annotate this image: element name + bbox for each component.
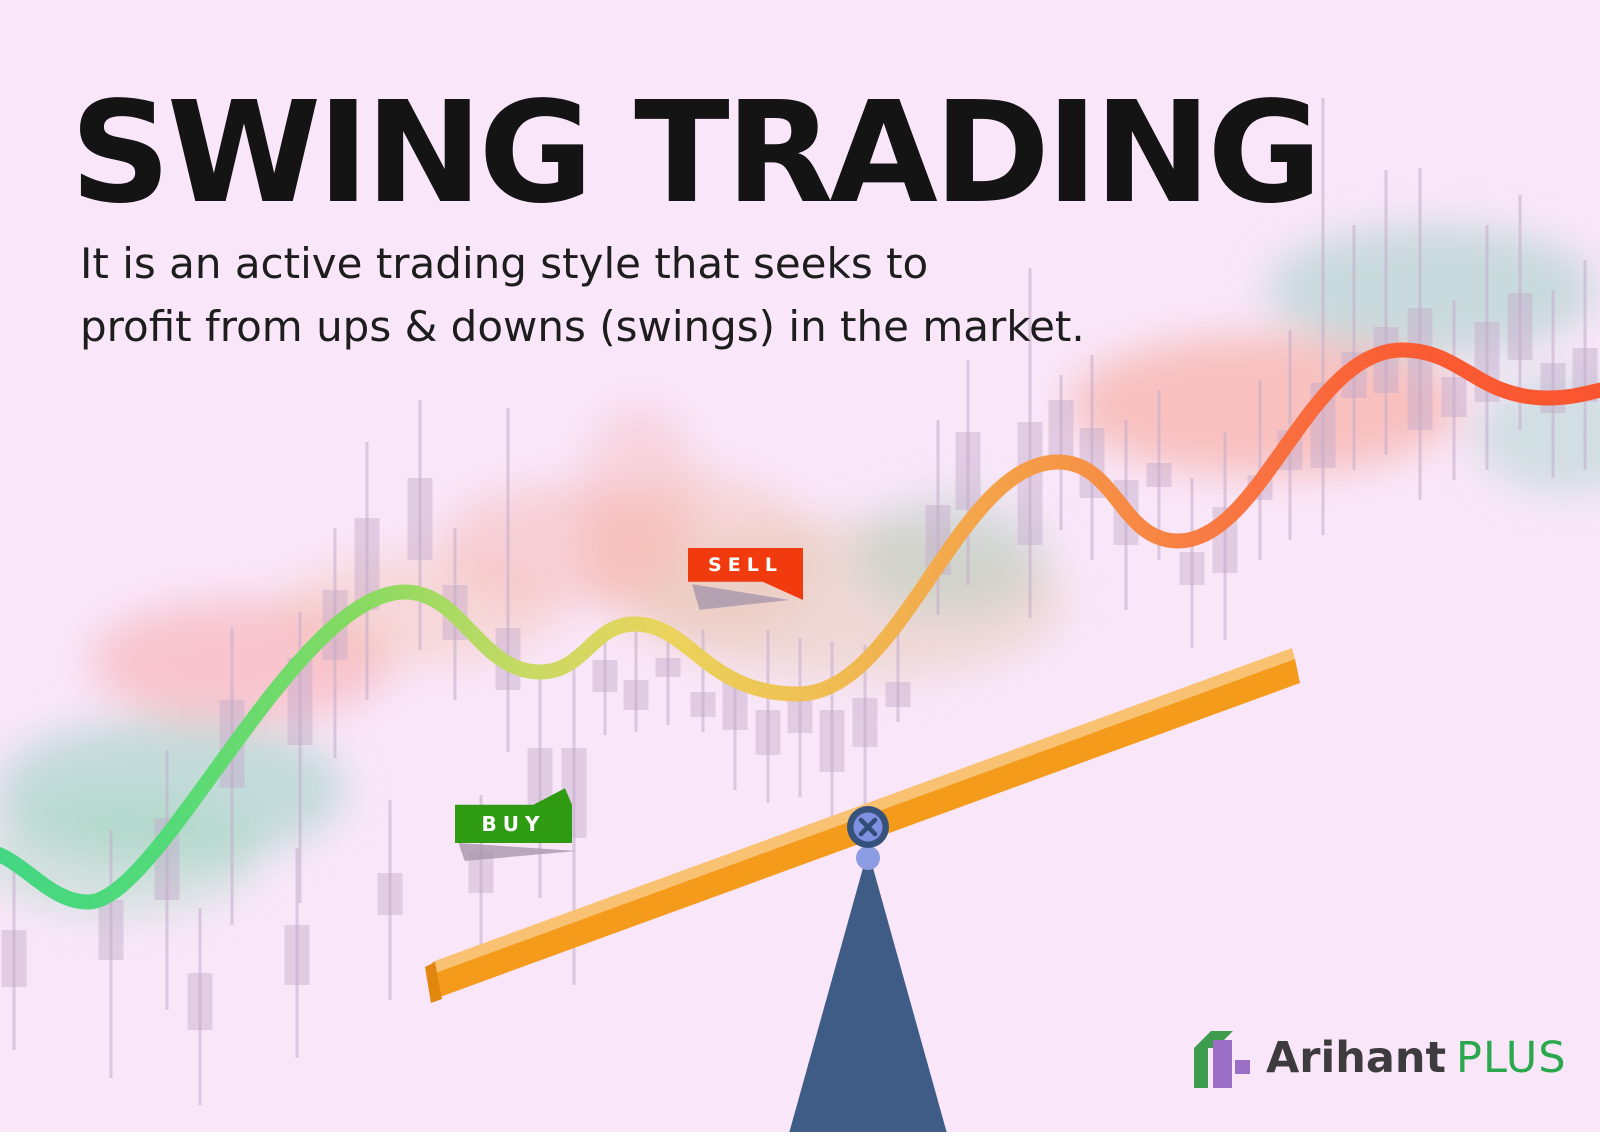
candle-body [819,710,845,772]
subtitle-line-2: profit from ups & downs (swings) in the … [80,302,1085,351]
candle-body [1179,552,1205,585]
candle-body [852,698,878,747]
candle-body [377,873,403,915]
candle-body [755,710,781,755]
page-title: SWING TRADING [70,72,1322,235]
candle-body [592,660,618,692]
sell-flag-label: SELL [708,554,783,576]
candle-body [690,692,716,717]
candle-body [1407,308,1433,430]
glow-blob [1475,377,1600,493]
candle-body [98,900,124,960]
fulcrum-triangle [788,850,948,1137]
candle-body [284,925,310,985]
candle-body [955,432,981,510]
arihant-logo-icon [1194,1031,1250,1088]
candle-body [1507,293,1533,360]
candle-body [1048,400,1074,460]
plank-end-cap [425,962,442,1003]
candle-body [885,682,911,707]
candle-body [1146,463,1172,487]
candle-body [407,478,433,560]
candle-body [655,658,681,677]
candle-body [187,973,213,1030]
seesaw-balance [425,648,1300,1137]
candle-body [623,680,649,710]
glow-blob [1267,225,1597,355]
glow-blob [0,795,260,915]
brand-logo: Arihant PLUS [1192,1026,1567,1090]
trend-wave-line [0,342,1600,910]
pivot-glow [856,846,880,870]
candle-body [1017,422,1043,545]
bottom-border-strip [0,1132,1600,1137]
subtitle-line-1: It is an active trading style that seeks… [80,239,929,288]
brand-name: Arihant [1266,1033,1447,1083]
pivot-cross-icon [858,817,878,837]
brand-suffix: PLUS [1456,1033,1567,1083]
candle-body [1,930,27,987]
candle-body [1441,377,1467,417]
buy-flag-label: BUY [481,812,546,836]
trend-wave-layer [0,342,1600,910]
candle-body [1540,363,1566,413]
subtitle: It is an active trading style that seeks… [80,232,1085,358]
